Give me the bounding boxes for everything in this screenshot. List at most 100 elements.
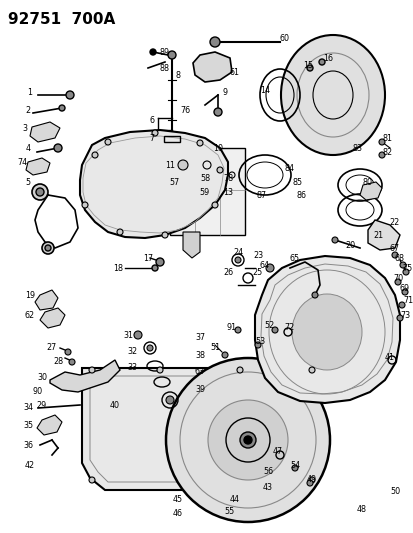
Text: 57: 57 xyxy=(169,177,180,187)
Text: 60: 60 xyxy=(279,34,289,43)
Circle shape xyxy=(240,432,255,448)
Text: 32: 32 xyxy=(127,348,137,357)
Text: 65: 65 xyxy=(289,254,299,262)
Text: 18: 18 xyxy=(113,263,123,272)
Circle shape xyxy=(42,242,54,254)
Text: 37: 37 xyxy=(195,334,204,343)
Text: 28: 28 xyxy=(53,358,63,367)
Text: 90: 90 xyxy=(33,387,43,397)
Text: 55: 55 xyxy=(224,507,235,516)
Circle shape xyxy=(214,108,221,116)
Circle shape xyxy=(152,265,158,271)
Circle shape xyxy=(306,480,312,486)
Text: 92751  700A: 92751 700A xyxy=(8,12,115,27)
Text: 30: 30 xyxy=(37,374,47,383)
Circle shape xyxy=(399,262,405,268)
Text: 15: 15 xyxy=(302,61,312,69)
Polygon shape xyxy=(183,232,199,258)
Text: 83: 83 xyxy=(352,143,362,152)
Circle shape xyxy=(331,237,337,243)
Circle shape xyxy=(291,465,297,471)
Text: 80: 80 xyxy=(362,177,372,187)
Circle shape xyxy=(166,396,173,404)
Circle shape xyxy=(147,345,153,351)
Text: 47: 47 xyxy=(272,448,282,456)
Text: 22: 22 xyxy=(389,217,399,227)
Circle shape xyxy=(378,139,384,145)
Text: 68: 68 xyxy=(394,254,404,262)
Text: 35: 35 xyxy=(23,421,33,430)
Polygon shape xyxy=(80,130,228,238)
Circle shape xyxy=(394,279,400,285)
Circle shape xyxy=(311,292,317,298)
Polygon shape xyxy=(35,290,58,310)
Circle shape xyxy=(402,269,408,275)
Polygon shape xyxy=(82,368,319,490)
Polygon shape xyxy=(26,158,50,175)
Text: 33: 33 xyxy=(127,364,137,373)
Text: 26: 26 xyxy=(222,268,233,277)
Text: 59: 59 xyxy=(199,188,210,197)
Ellipse shape xyxy=(166,358,329,522)
Circle shape xyxy=(396,315,402,321)
Polygon shape xyxy=(367,220,399,250)
Circle shape xyxy=(117,229,123,235)
Text: 78: 78 xyxy=(222,174,233,182)
Text: 8: 8 xyxy=(175,70,180,79)
Circle shape xyxy=(211,202,218,208)
Circle shape xyxy=(82,202,88,208)
Text: 34: 34 xyxy=(23,403,33,413)
Text: 25: 25 xyxy=(252,268,263,277)
Circle shape xyxy=(66,91,74,99)
Text: 75: 75 xyxy=(402,263,412,272)
Circle shape xyxy=(216,167,223,173)
Text: 17: 17 xyxy=(142,254,153,262)
Circle shape xyxy=(235,327,240,333)
Text: 29: 29 xyxy=(37,400,47,409)
Polygon shape xyxy=(170,148,244,235)
Text: 7: 7 xyxy=(149,133,154,142)
Polygon shape xyxy=(254,256,399,403)
Text: 38: 38 xyxy=(195,351,204,359)
Ellipse shape xyxy=(207,400,287,480)
Text: 61: 61 xyxy=(230,68,240,77)
Text: 23: 23 xyxy=(252,251,262,260)
Text: 63: 63 xyxy=(195,367,204,376)
Circle shape xyxy=(134,331,142,339)
Circle shape xyxy=(150,49,156,55)
Text: 3: 3 xyxy=(22,124,27,133)
Text: 64: 64 xyxy=(259,261,269,270)
Circle shape xyxy=(243,436,252,444)
Text: 11: 11 xyxy=(165,160,175,169)
Text: 69: 69 xyxy=(399,284,409,293)
Text: 40: 40 xyxy=(110,400,120,409)
Text: 88: 88 xyxy=(159,63,170,72)
Text: 76: 76 xyxy=(180,106,190,115)
Circle shape xyxy=(235,257,240,263)
Text: 20: 20 xyxy=(344,240,354,249)
Circle shape xyxy=(45,245,51,251)
Text: 42: 42 xyxy=(25,461,35,470)
Text: 49: 49 xyxy=(306,475,316,484)
Text: 56: 56 xyxy=(262,467,273,477)
Text: 13: 13 xyxy=(223,188,233,197)
Text: 10: 10 xyxy=(212,143,223,152)
Text: 31: 31 xyxy=(123,330,133,340)
Text: 4: 4 xyxy=(26,143,31,152)
Text: 50: 50 xyxy=(389,488,399,497)
Text: 91: 91 xyxy=(226,324,237,333)
Text: 70: 70 xyxy=(392,273,402,282)
Text: 67: 67 xyxy=(389,244,399,253)
Polygon shape xyxy=(359,182,381,200)
Text: 14: 14 xyxy=(259,85,269,94)
Text: 72: 72 xyxy=(284,324,294,333)
Circle shape xyxy=(36,188,44,196)
Text: 81: 81 xyxy=(382,133,392,142)
Circle shape xyxy=(157,367,163,373)
Circle shape xyxy=(209,37,219,47)
Text: 9: 9 xyxy=(222,87,227,96)
Circle shape xyxy=(221,352,228,358)
Text: 46: 46 xyxy=(173,508,183,518)
Circle shape xyxy=(59,105,65,111)
Circle shape xyxy=(378,152,384,158)
